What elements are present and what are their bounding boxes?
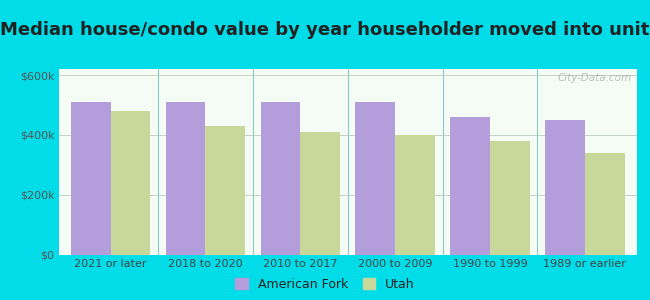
Bar [261, 102, 300, 255]
Text: City-Data.com: City-Data.com [557, 73, 631, 83]
Legend: American Fork, Utah: American Fork, Utah [235, 278, 415, 291]
Bar [71, 102, 110, 255]
Bar [166, 102, 205, 255]
Bar [490, 141, 530, 255]
Bar [545, 120, 585, 255]
Bar [111, 111, 151, 255]
Bar [585, 153, 625, 255]
Bar [300, 132, 340, 255]
Text: Median house/condo value by year householder moved into unit: Median house/condo value by year househo… [0, 21, 650, 39]
Bar [205, 126, 245, 255]
Bar [356, 102, 395, 255]
Bar [450, 117, 490, 255]
Bar [395, 135, 435, 255]
